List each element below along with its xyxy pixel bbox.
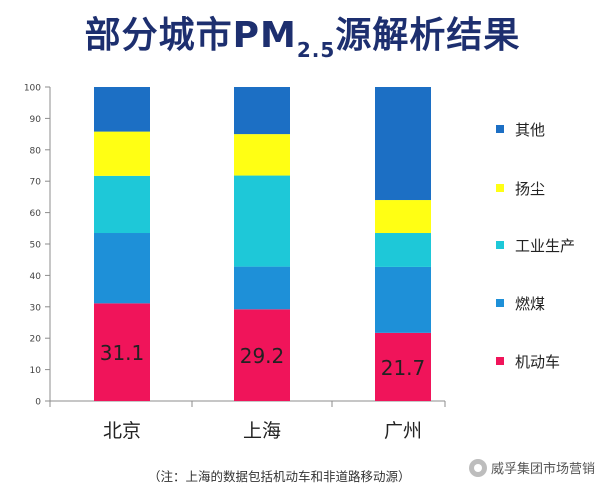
bar-segment: [94, 87, 150, 132]
title-subscript: 2.5: [296, 38, 336, 62]
watermark: 威孚集团市场营销: [468, 458, 595, 477]
bar-segment: [375, 266, 431, 333]
footnote: （注：上海的数据包括机动车和非道路移动源）: [148, 469, 411, 484]
x-category-label: 广州: [384, 420, 422, 442]
data-label: 31.1: [100, 341, 145, 365]
chart-title: 部分城市PM2.5源解析结果: [0, 6, 605, 62]
legend-swatch: [496, 241, 504, 249]
legend-swatch: [496, 184, 504, 192]
legend-label: 机动车: [515, 353, 560, 371]
legend-label: 工业生产: [515, 237, 575, 255]
data-label: 21.7: [381, 356, 426, 380]
bar-segment: [94, 131, 150, 176]
bar-segment: [375, 87, 431, 201]
x-category-label: 上海: [243, 420, 281, 442]
x-axis-labels: 北京 上海 广州: [103, 420, 422, 442]
bar-segment: [375, 200, 431, 234]
bar-segment: [375, 332, 431, 401]
bar-segment: [375, 233, 431, 267]
bar-segment: [234, 266, 290, 310]
chart-data-labels: 31.1 29.2 21.7: [100, 341, 426, 380]
title-main: 部分城市PM: [84, 15, 297, 56]
y-tick-label: 40: [30, 272, 42, 282]
y-tick-label: 60: [30, 209, 42, 219]
bar-segment: [234, 175, 290, 267]
y-tick-label: 20: [30, 335, 42, 345]
y-tick-label: 30: [30, 303, 42, 313]
y-tick-label: 80: [30, 146, 42, 156]
wechat-logo-icon: [468, 458, 487, 477]
watermark-text: 威孚集团市场营销: [490, 462, 595, 477]
bar-segment: [234, 134, 290, 176]
legend-label: 扬尘: [515, 180, 545, 198]
y-tick-label: 50: [30, 241, 42, 251]
y-tick-label: 90: [30, 115, 42, 125]
title-tail: 源解析结果: [335, 15, 521, 56]
legend-label: 其他: [515, 121, 545, 139]
bar-segment: [94, 175, 150, 234]
y-tick-label: 100: [24, 84, 41, 94]
y-tick-label: 70: [30, 178, 42, 188]
legend-swatch: [496, 357, 504, 365]
bar-segment: [234, 87, 290, 135]
y-tick-label: 0: [35, 398, 41, 408]
legend-swatch: [496, 125, 504, 133]
bar-segment: [94, 303, 150, 401]
data-label: 29.2: [240, 344, 285, 368]
bar-segment: [94, 233, 150, 304]
legend-swatch: [496, 299, 504, 307]
bar-segment: [234, 309, 290, 401]
chart-bars: [94, 87, 431, 401]
legend-label: 燃煤: [515, 295, 545, 313]
y-tick-label: 10: [30, 366, 42, 376]
x-category-label: 北京: [103, 420, 141, 442]
